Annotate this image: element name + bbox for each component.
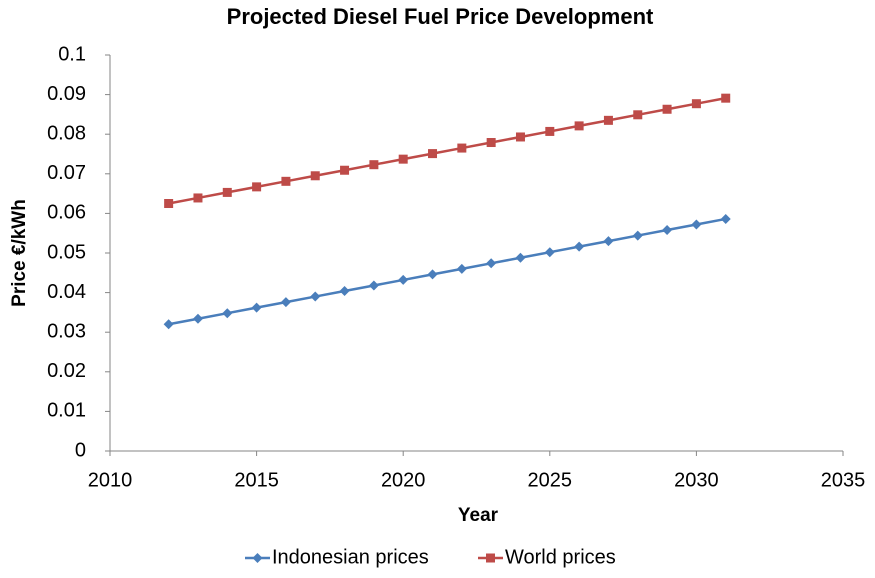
marker	[515, 252, 526, 263]
chart-title: Projected Diesel Fuel Price Development	[227, 4, 654, 29]
series-line	[168, 96, 726, 205]
marker	[545, 126, 555, 136]
x-tick-label: 2035	[821, 469, 866, 491]
legend-label: World prices	[505, 546, 616, 568]
y-tick-label: 0.01	[47, 400, 86, 422]
marker	[544, 247, 555, 258]
marker	[252, 182, 262, 192]
marker	[691, 99, 701, 109]
marker	[340, 165, 350, 175]
x-tick-label: 2020	[381, 469, 426, 491]
marker	[633, 110, 643, 120]
x-axis-title: Year	[458, 505, 499, 526]
y-tick-label: 0.07	[47, 162, 86, 184]
marker	[632, 230, 643, 241]
marker	[310, 171, 320, 181]
y-tick-label: 0.04	[47, 281, 86, 303]
y-tick-label: 0.05	[47, 241, 86, 263]
y-tick-label: 0.09	[47, 83, 86, 105]
y-tick-label: 0	[75, 439, 86, 461]
series-line	[168, 217, 726, 326]
marker	[281, 176, 291, 186]
marker	[574, 241, 585, 252]
marker	[721, 93, 731, 103]
marker	[164, 199, 174, 208]
marker	[398, 154, 408, 164]
y-tick-label: 0.08	[47, 122, 86, 144]
marker	[280, 297, 291, 308]
marker	[486, 553, 495, 563]
marker	[603, 236, 614, 247]
marker	[398, 274, 409, 285]
x-tick-label: 2010	[88, 469, 133, 491]
x-tick-label: 2025	[528, 469, 573, 491]
marker	[720, 213, 731, 224]
x-tick-label: 2030	[674, 469, 719, 491]
marker	[251, 302, 262, 313]
marker	[574, 121, 584, 131]
marker	[192, 313, 203, 324]
y-axis-title: Price €/kWh	[9, 199, 30, 307]
marker	[368, 280, 379, 291]
marker	[193, 193, 203, 203]
marker	[486, 138, 496, 148]
marker	[310, 291, 321, 302]
marker	[252, 553, 263, 563]
marker	[456, 263, 467, 274]
y-tick-label: 0.06	[47, 202, 86, 224]
marker	[662, 104, 672, 114]
marker	[428, 149, 438, 159]
marker	[515, 132, 525, 142]
marker	[427, 269, 438, 280]
marker	[486, 258, 497, 269]
marker	[691, 219, 702, 230]
y-tick-label: 0.1	[58, 43, 86, 65]
marker	[222, 308, 233, 319]
marker	[603, 115, 613, 125]
marker	[662, 225, 673, 236]
marker	[457, 143, 467, 153]
marker	[339, 286, 350, 297]
marker	[163, 319, 174, 330]
marker	[369, 160, 379, 170]
y-tick-label: 0.02	[47, 360, 86, 382]
legend-label: Indonesian prices	[272, 546, 429, 568]
y-tick-label: 0.03	[47, 320, 86, 342]
x-tick-label: 2015	[234, 469, 279, 491]
marker	[222, 187, 232, 197]
